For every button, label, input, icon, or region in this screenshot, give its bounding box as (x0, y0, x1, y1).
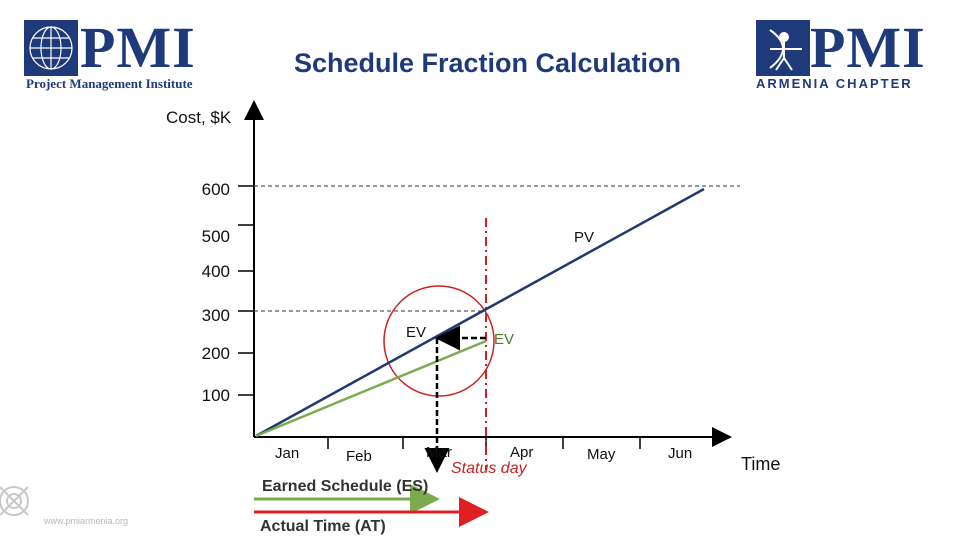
y-tick-label: 200 (201, 344, 230, 363)
ev-label-actual: EV (494, 331, 515, 348)
actual-time-label: Actual Time (AT) (260, 518, 386, 535)
y-axis-label: Cost, $K (166, 108, 232, 127)
y-tick-label: 400 (201, 262, 230, 281)
slide-title: Schedule Fraction Calculation (293, 48, 682, 78)
pmi-logo-left-subtitle: Project Management Institute (26, 76, 193, 91)
status-day-label: Status day (451, 460, 527, 477)
ev-label-projected: EV (406, 324, 427, 341)
website-url: www.pmiarmenia.org (44, 516, 129, 526)
x-tick-label: Mar (426, 444, 452, 461)
celtic-knot-icon (0, 486, 29, 516)
globe-grid-icon (24, 20, 78, 76)
y-tick-label: 100 (201, 386, 230, 405)
x-tick-label: Feb (346, 448, 372, 465)
x-tick-label: Apr (510, 444, 534, 461)
x-tick-label: Jun (668, 445, 693, 462)
pv-line (255, 187, 705, 438)
pmi-logo-right-subtitle: ARMENIA CHAPTER (756, 76, 913, 91)
pv-label: PV (574, 229, 595, 246)
x-axis-label: Time (741, 454, 781, 474)
pmi-logo-left-word: PMI (80, 15, 196, 80)
y-tick-label: 500 (201, 227, 230, 246)
x-tick-label: Jan (275, 445, 300, 462)
ev-line (255, 339, 487, 438)
earned-schedule-label: Earned Schedule (ES) (262, 478, 429, 495)
y-tick-label: 300 (201, 306, 230, 325)
y-tick-label: 600 (201, 180, 230, 199)
archer-icon (756, 20, 810, 76)
x-tick-label: May (587, 446, 616, 463)
pmi-logo-right-word: PMI (810, 15, 926, 80)
highlight-circle (383, 285, 495, 397)
